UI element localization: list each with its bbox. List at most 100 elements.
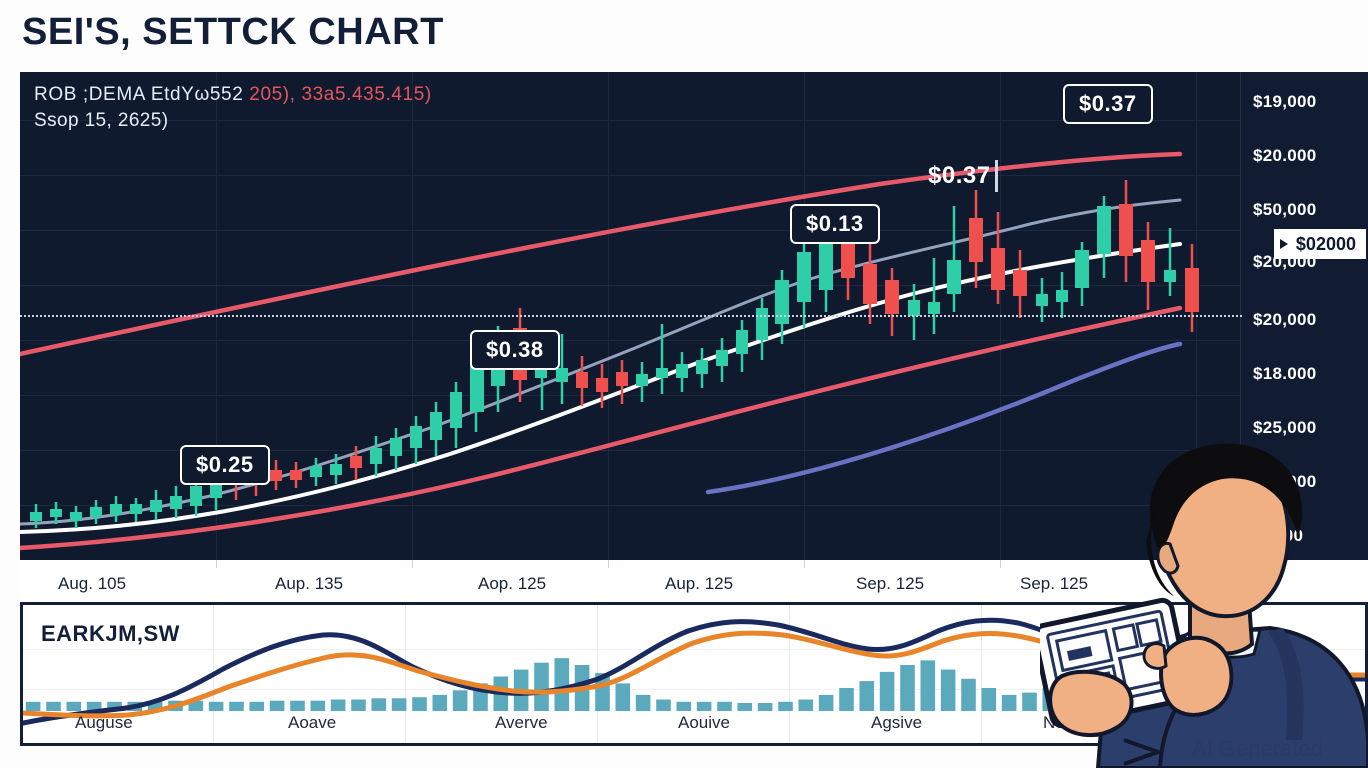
date-tick-label: Aup. 125 (665, 574, 734, 593)
finger (1142, 642, 1168, 670)
sub-volume-bar (208, 701, 224, 711)
sub-volume-bar (452, 690, 468, 711)
hand-tapping (1159, 635, 1234, 717)
gridline-horizontal (20, 285, 1368, 286)
sub-volume-bar (798, 699, 814, 711)
sub-volume-bar (371, 698, 387, 711)
hair-side (1146, 514, 1174, 596)
sub-volume-bar (412, 697, 427, 711)
sub-volume-bar (656, 699, 671, 711)
price-callout-label: $0.38 (486, 337, 544, 362)
sub-volume-bar (839, 688, 854, 711)
price-callout[interactable]: $0.13 (790, 204, 880, 244)
ma-red-lower-line (20, 305, 1183, 551)
sub-volume-bar (86, 701, 102, 711)
sub-volume-bar (961, 678, 976, 711)
sub-volume-bar (1022, 692, 1037, 711)
sub-volume-bar (554, 658, 570, 711)
hair (1149, 443, 1303, 548)
gridline-horizontal (20, 395, 1368, 396)
sub-volume-bar (981, 688, 997, 711)
date-tick-label: Aup. 135 (275, 574, 344, 593)
sub-volume-bar (432, 694, 448, 711)
sub-volume-bar (920, 660, 936, 711)
sub-volume-bar (249, 701, 265, 711)
price-callout: $0.37 (928, 162, 991, 190)
sub-axis-label: Aouive (678, 713, 730, 732)
sub-axis-label: Averve (495, 713, 548, 732)
sub-volume-bar (534, 662, 549, 711)
price-callout-label: $0.13 (806, 211, 864, 236)
price-tick: $20,000 (1253, 310, 1317, 329)
ai-generated-watermark: AI Generated (1192, 736, 1323, 761)
price-tick: $18.000 (1253, 364, 1317, 383)
sub-volume-bar (879, 671, 895, 711)
crosshair-cursor (995, 160, 998, 192)
sub-volume-bar (696, 701, 712, 711)
sub-volume-bar (351, 699, 366, 711)
gridline-horizontal (20, 340, 1368, 341)
sub-volume-bar (107, 701, 122, 711)
businessman-illustration (1040, 443, 1368, 768)
header-change-text: 205), 33a5.435.415) (249, 84, 432, 105)
sub-volume-bar (676, 701, 692, 711)
candlestick-series-svg (20, 151, 1199, 551)
axis-tick-mark (412, 560, 413, 568)
price-tick: $25,000 (1253, 418, 1317, 437)
candlestick-chart-panel[interactable]: ROB ;DEMA EtdYω552 205), 33a5.435.415) S… (20, 72, 1368, 560)
sub-volume-bar (330, 699, 346, 711)
ma-red-upper-line (20, 151, 1183, 357)
current-price-dotted-line (20, 315, 1242, 317)
date-tick-label: Aug. 105 (58, 574, 127, 593)
ma-blue-line (705, 341, 1183, 495)
sub-volume-bar (757, 703, 773, 711)
date-tick-label: Sep. 125 (856, 574, 925, 593)
current-price-badge[interactable]: $02000 (1273, 229, 1366, 259)
chart-header-legend: ROB ;DEMA EtdYω552 205), 33a5.435.415) S… (34, 82, 432, 133)
sub-volume-bar (737, 703, 753, 711)
axis-tick-mark (1000, 560, 1001, 568)
sub-volume-bar (859, 681, 875, 711)
sub-gridline-horizontal (23, 649, 1365, 650)
gridline-horizontal (20, 230, 1368, 231)
sub-volume-bar (391, 698, 407, 711)
sub-volume-bar (290, 700, 305, 711)
sub-gridline-vertical (405, 605, 406, 743)
price-callout[interactable]: $0.38 (470, 330, 560, 370)
sub-volume-bar (310, 700, 326, 711)
sub-gridline-horizontal (23, 689, 1365, 690)
sub-volume-bar (635, 694, 651, 711)
axis-tick-mark (804, 560, 805, 568)
hand-holding (1048, 669, 1134, 738)
date-tick-label: Aop. 125 (478, 574, 547, 593)
price-tick: $20.000 (1253, 146, 1317, 165)
sub-volume-bar (25, 701, 41, 711)
sub-volume-bar (66, 701, 82, 711)
price-callout[interactable]: $0.25 (180, 445, 270, 485)
sub-axis-label: Auguse (75, 713, 133, 732)
sub-volume-bar (615, 683, 631, 711)
candles-group (30, 180, 1199, 528)
sub-panel-title: EARKJM,SW (41, 621, 180, 646)
header-symbol-text: ROB ;DEMA EtdYω552 (34, 84, 244, 105)
price-callout-label: $0.37 (1079, 91, 1137, 116)
header-date-text: Ssop 15, 2625) (34, 109, 169, 131)
current-price-value: $02000 (1295, 233, 1356, 254)
price-callout-label: $0.37 (928, 162, 991, 189)
sub-gridline-vertical (789, 605, 790, 743)
sub-volume-bar (147, 701, 163, 711)
price-callout-label: $0.25 (196, 452, 254, 477)
price-callout[interactable]: $0.37 (1063, 84, 1153, 124)
sub-volume-bar (269, 700, 285, 711)
sub-axis-label: Aoave (288, 713, 337, 732)
gridline-horizontal (20, 505, 1368, 506)
sub-volume-bar (188, 700, 204, 711)
price-axis[interactable]: $19,000 $20.000 $50,000 $20,000 $20,000 … (1240, 72, 1368, 560)
tablet-device (1040, 597, 1192, 729)
sub-volume-bar (818, 694, 834, 711)
sub-volume-bar (229, 701, 244, 711)
sub-volume-bar (900, 665, 915, 711)
axis-tick-mark (216, 560, 217, 568)
page-title: SEI'S, SETTCK CHART (22, 11, 444, 53)
